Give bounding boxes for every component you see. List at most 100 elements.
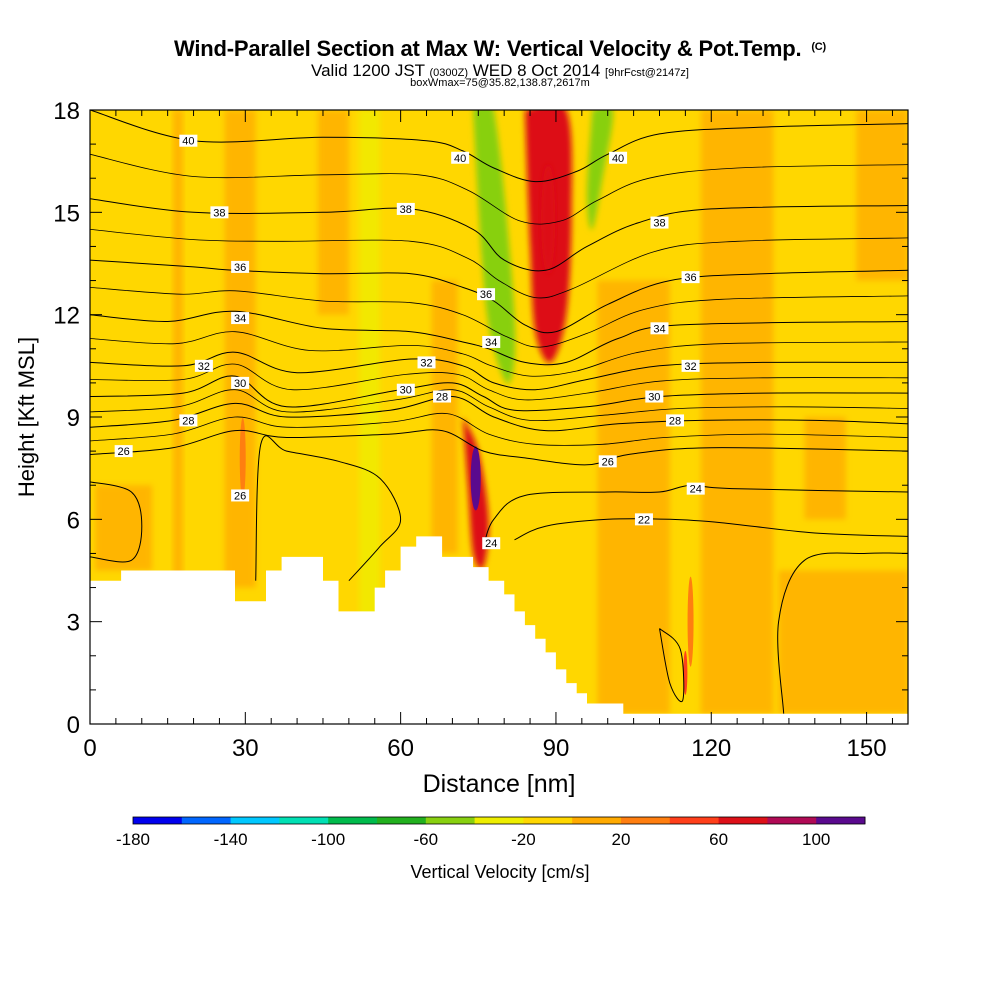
contour-label: 40 — [454, 153, 466, 165]
y-tick-label: 6 — [67, 507, 80, 534]
contour-label: 36 — [684, 272, 696, 284]
colorbar-swatch — [133, 817, 183, 824]
contour-label-bg — [194, 359, 213, 372]
theta-contour-minor — [90, 229, 908, 299]
valid-date: WED 8 Oct 2014 — [472, 61, 601, 80]
theta-contour-minor — [90, 153, 908, 225]
x-tick-label: 150 — [847, 735, 887, 762]
contour-label-bg — [482, 537, 501, 550]
y-tick-label: 12 — [53, 303, 80, 330]
contour-label-bg — [650, 216, 669, 229]
contour-label-bg — [477, 288, 496, 301]
y-tick-label: 9 — [67, 405, 80, 432]
theta-contour-minor — [90, 412, 908, 446]
copyright-mark: (C) — [811, 41, 826, 53]
theta-contour-minor — [90, 363, 908, 401]
contour-label-bg — [681, 359, 700, 372]
colorbar-tick-label: -140 — [214, 830, 248, 849]
field-band — [804, 417, 846, 520]
x-tick-label: 120 — [691, 735, 731, 762]
theta-contour-28 — [90, 395, 908, 432]
contour-label: 32 — [198, 361, 210, 373]
contour-label: 38 — [653, 218, 665, 230]
terrain-mask — [90, 536, 908, 724]
contour-label: 34 — [485, 337, 497, 349]
y-tick-label: 3 — [67, 610, 80, 637]
theta-contour-22 — [514, 518, 908, 541]
x-tick-label: 0 — [83, 735, 96, 762]
x-tick-label: 90 — [543, 735, 570, 762]
theta-contour-40 — [90, 110, 908, 183]
x-axis-label: Distance [nm] — [423, 770, 576, 798]
colorbar-swatch — [474, 817, 524, 824]
colorbar-label: Vertical Velocity [cm/s] — [410, 862, 590, 882]
contour-label: 26 — [118, 446, 130, 458]
colorbar-swatch — [425, 817, 476, 824]
valid-utc: (0300Z) — [429, 67, 469, 79]
colorbar: -180 -140 -100 -60 -20 20 60 100 — [116, 816, 866, 849]
contour-label-bg — [179, 134, 198, 147]
theta-contour-minor — [90, 331, 908, 377]
colorbar-tick-label: 100 — [802, 830, 830, 849]
contour-label: 36 — [480, 289, 492, 301]
field-band — [224, 110, 256, 588]
colorbar-swatch — [572, 817, 622, 824]
contour-label-bg — [231, 312, 250, 325]
contour-label: 32 — [420, 357, 432, 369]
colorbar-swatch — [279, 817, 329, 824]
colorbar-tick-label: -60 — [414, 830, 439, 849]
box-info: boxWmax=75@35.82,138.87,2617m — [410, 77, 590, 89]
contour-label-bg — [396, 383, 415, 396]
colorbar-tick-label: 60 — [709, 830, 728, 849]
chart-subtitle: Valid 1200 JST (0300Z) WED 8 Oct 2014 [9… — [0, 61, 1000, 81]
velocity-feature-downdraft-band-east — [587, 110, 614, 230]
theta-contour-24 — [483, 484, 908, 547]
updraft-west — [239, 417, 246, 498]
contour-label: 24 — [690, 484, 702, 496]
colorbar-swatch — [181, 817, 232, 824]
updraft-upper-core — [541, 164, 556, 275]
theta-contour-closed — [777, 552, 908, 714]
contour-label: 22 — [638, 514, 650, 526]
contour-label-bg — [210, 206, 229, 219]
contour-label: 30 — [234, 378, 246, 390]
colorbar-tick-label: -100 — [311, 830, 345, 849]
colorbar-tick-label: 20 — [612, 830, 631, 849]
x-tick-label: 30 — [232, 735, 259, 762]
colorbar-tick-label: -180 — [116, 830, 150, 849]
theta-contour-38 — [90, 198, 908, 272]
colorbar-swatch — [523, 817, 573, 824]
contour-label-bg — [634, 513, 653, 526]
x-tick-label: 60 — [387, 735, 414, 762]
contour-label: 40 — [182, 136, 194, 148]
updraft-east — [687, 576, 694, 667]
contour-labels: 40 40 40 38 38 38 36 36 36 34 34 34 32 32 32 30 30 30 28 28… — [114, 134, 705, 550]
colorbar-tick-label: -20 — [511, 830, 536, 849]
contour-label-bg — [417, 356, 436, 369]
field-band — [778, 570, 908, 714]
updraft-east-core — [683, 650, 688, 695]
field-band — [700, 110, 774, 714]
y-tick-label: 0 — [67, 712, 80, 739]
colorbar-swatch — [718, 817, 768, 824]
contour-label: 28 — [436, 392, 448, 404]
chart-title: Wind-Parallel Section at Max W: Vertical… — [0, 36, 1000, 62]
contour-label-bg — [686, 482, 705, 495]
theta-contour-minor — [90, 287, 908, 348]
field-band — [95, 485, 153, 571]
terrain — [90, 536, 908, 724]
forecast-info: [9hrFcst@2147z] — [605, 67, 689, 79]
velocity-feature-downdraft-band — [473, 110, 516, 384]
valid-time: Valid 1200 JST — [311, 61, 425, 80]
contour-label: 40 — [612, 153, 624, 165]
contour-label: 28 — [182, 415, 194, 427]
contour-label-bg — [433, 390, 452, 403]
title-text: Wind-Parallel Section at Max W: Vertical… — [174, 36, 802, 61]
colorbar-swatch — [230, 817, 280, 824]
contour-label-bg — [231, 376, 250, 389]
contour-label-bg — [645, 390, 664, 403]
theta-contour-closed — [659, 628, 685, 703]
contour-label-bg — [114, 445, 133, 458]
